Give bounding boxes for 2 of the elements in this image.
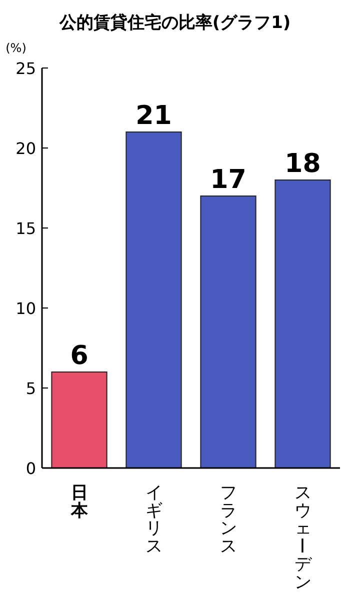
ylabel: (%) bbox=[6, 41, 26, 55]
title: 公的賃貸住宅の比率(グラフ1) bbox=[59, 13, 291, 33]
